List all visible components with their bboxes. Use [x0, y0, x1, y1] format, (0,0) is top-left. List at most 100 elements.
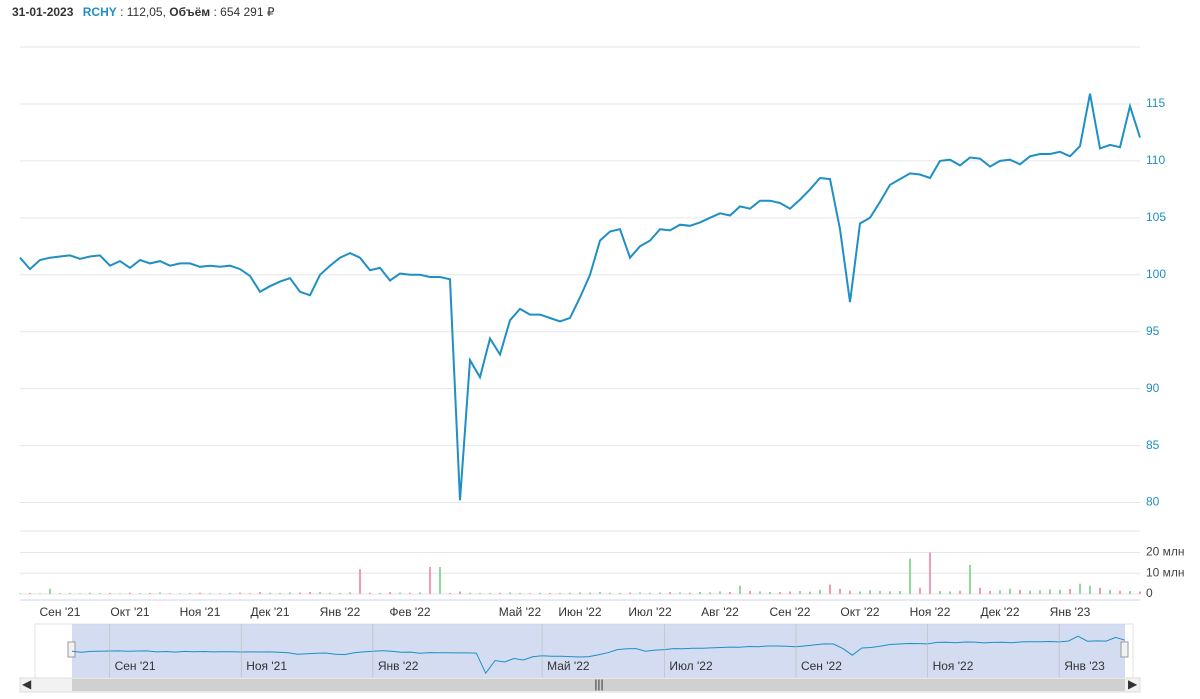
volume-bar: [1129, 591, 1131, 594]
volume-bar: [1069, 589, 1071, 594]
volume-bar: [1019, 589, 1021, 594]
volume-bar: [369, 592, 371, 594]
volume-bar: [59, 593, 61, 594]
volume-bar: [889, 591, 891, 594]
volume-bar: [719, 591, 721, 594]
volume-bar: [879, 590, 881, 594]
volume-bar: [1079, 583, 1081, 594]
volume-bar: [1139, 591, 1141, 594]
volume-bar: [409, 592, 411, 594]
volume-bar: [499, 592, 501, 594]
volume-bar: [989, 590, 991, 594]
navigator-label: Ноя '21: [246, 659, 287, 673]
volume-bar: [1089, 585, 1091, 594]
volume-bar: [939, 590, 941, 594]
price-line: [19, 93, 1141, 501]
volume-bar: [39, 593, 41, 594]
navigator-label: Сен '22: [801, 659, 842, 673]
volume-bar: [349, 592, 351, 594]
y-tick-label: 105: [1146, 210, 1166, 224]
volume-bar: [279, 592, 281, 594]
volume-bar: [949, 591, 951, 594]
volume-bar: [629, 592, 631, 594]
navigator-line: [71, 635, 1126, 675]
scroll-right[interactable]: ▶: [1128, 677, 1138, 691]
volume-bar: [339, 592, 341, 594]
volume-bar: [699, 591, 701, 594]
volume-bar: [319, 592, 321, 594]
navigator-label: Янв '23: [1064, 659, 1105, 673]
volume-bar: [509, 592, 511, 594]
volume-bar: [189, 592, 191, 594]
navigator-handle[interactable]: [1120, 641, 1129, 658]
x-tick-label: Дек '22: [980, 605, 1019, 619]
volume-bar: [779, 592, 781, 594]
y-tick-label: 90: [1146, 381, 1160, 395]
volume-bar: [799, 591, 801, 594]
volume-bar: [159, 592, 161, 594]
volume-bar: [259, 592, 261, 594]
volume-bar: [289, 592, 291, 594]
volume-bar: [579, 592, 581, 594]
volume-bar: [239, 592, 241, 594]
volume-bar: [819, 589, 821, 594]
volume-bar: [229, 592, 231, 594]
x-tick-label: Сен '21: [40, 605, 81, 619]
header-volume: : 654 291 ₽: [213, 5, 274, 19]
volume-bar: [909, 558, 911, 594]
volume-bar: [669, 592, 671, 594]
volume-bar: [599, 591, 601, 594]
volume-bar: [1029, 590, 1031, 594]
y-tick-label: 115: [1146, 96, 1165, 110]
volume-bar: [99, 593, 101, 594]
volume-bar: [179, 593, 181, 594]
volume-bar: [919, 587, 921, 594]
volume-bar: [1009, 588, 1011, 594]
scrollbar-thumb[interactable]: [72, 679, 1125, 691]
volume-bar: [29, 592, 31, 594]
volume-bar: [1099, 587, 1101, 594]
x-tick-label: Май '22: [499, 605, 542, 619]
x-tick-label: Дек '21: [250, 605, 289, 619]
volume-bar: [789, 591, 791, 594]
volume-bar: [459, 591, 461, 594]
volume-bar: [999, 590, 1001, 594]
volume-bar: [839, 588, 841, 594]
volume-bar: [329, 592, 331, 594]
volume-bar: [679, 592, 681, 594]
volume-bar: [1059, 589, 1061, 594]
volume-bar: [929, 552, 931, 594]
volume-bar: [429, 567, 431, 594]
x-tick-label: Июл '22: [628, 605, 672, 619]
y-tick-label: 80: [1146, 495, 1160, 509]
header-date: 31-01-2023: [12, 5, 74, 19]
volume-bar: [549, 592, 551, 594]
volume-bar: [129, 592, 131, 594]
volume-bar: [169, 593, 171, 594]
volume-bar: [709, 592, 711, 594]
volume-bar: [739, 585, 741, 594]
volume-bar: [729, 591, 731, 594]
x-tick-label: Окт '21: [110, 605, 150, 619]
volume-bar: [559, 593, 561, 594]
volume-bar: [209, 593, 211, 594]
navigator-label: Янв '22: [378, 659, 419, 673]
volume-bar: [49, 588, 51, 594]
navigator-handle[interactable]: [67, 641, 76, 658]
volume-bar: [389, 592, 391, 594]
volume-bar: [69, 592, 71, 594]
volume-bar: [379, 592, 381, 594]
volume-bar: [639, 592, 641, 594]
volume-bar: [19, 593, 21, 594]
volume-bar: [1039, 590, 1041, 594]
x-tick-label: Янв '23: [1050, 605, 1091, 619]
y-tick-label: 110: [1146, 153, 1165, 167]
volume-bar: [619, 592, 621, 594]
volume-bar: [479, 593, 481, 594]
volume-bar: [249, 593, 251, 594]
scroll-left[interactable]: ◀: [22, 677, 32, 691]
header-ticker: RCHY: [83, 5, 117, 19]
volume-bar: [439, 567, 441, 594]
volume-bar: [139, 593, 141, 594]
